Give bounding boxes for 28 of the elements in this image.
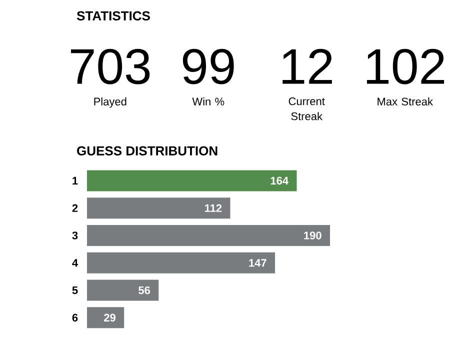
data-label: 190	[304, 232, 322, 240]
category-label: Played	[94, 97, 126, 108]
y-tick-label: 1	[72, 176, 78, 184]
bar	[87, 170, 297, 192]
bar	[87, 198, 230, 219]
category-label: Max Streak	[378, 97, 434, 106]
data-label: 102	[366, 48, 444, 84]
data-label: 703	[70, 48, 150, 84]
data-label: 164	[270, 176, 288, 185]
category-label: Current Streak	[288, 97, 325, 120]
data-label: 29	[104, 314, 116, 322]
bar	[87, 252, 276, 274]
bar	[87, 307, 124, 328]
chart-title: GUESS DISTRIBUTION	[77, 146, 218, 156]
y-tick-label: 3	[72, 232, 78, 240]
data-label: 99	[182, 48, 234, 84]
y-tick-label: 6	[72, 314, 78, 322]
category-label: Win %	[192, 97, 224, 106]
text: STATISTICS	[76, 11, 150, 20]
data-label: 147	[249, 259, 266, 267]
y-tick-label: 5	[72, 286, 78, 294]
y-tick-label: 4	[72, 259, 78, 267]
bar	[87, 224, 330, 246]
data-label: 56	[138, 286, 150, 294]
bar	[87, 280, 159, 301]
y-tick-label: 2	[72, 204, 78, 212]
data-label: 112	[204, 204, 222, 212]
data-label: 12	[282, 48, 332, 84]
